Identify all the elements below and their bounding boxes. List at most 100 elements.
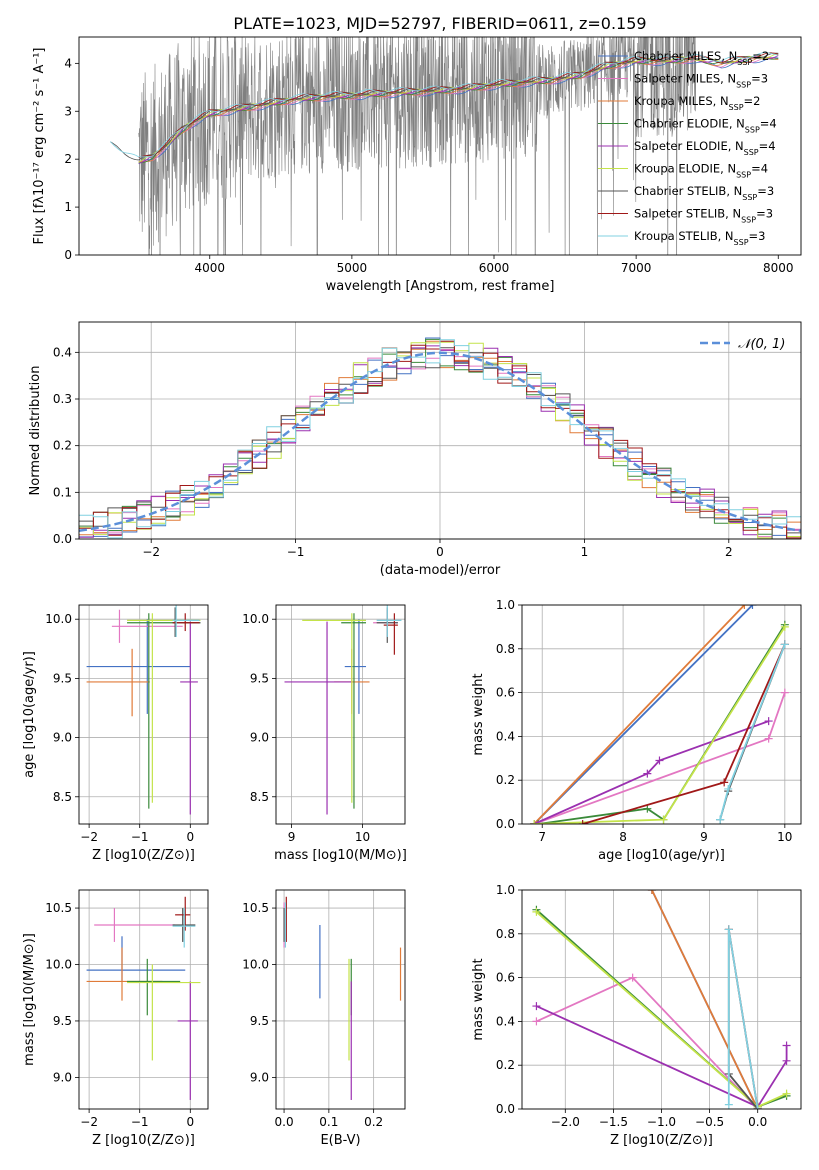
x-tick-label: −1 [131,830,149,844]
y-tick-label: 0.6 [496,686,515,700]
y-axis-label: mass weight [471,958,486,1040]
x-tick-label: −2.0 [551,1115,580,1129]
weight-marker-salpeter-elodie [643,769,652,778]
mass-weight-vs-age-panel: 7 8 9 10 0.0 0.2 0.4 0.6 0.8 1.0 age [log10(age/yr… [471,598,802,863]
spectrum-panel: 4000 5000 6000 7000 8000 0 1 2 3 4 wavelength [Ang… [32,36,802,294]
plot-area [284,605,402,815]
y-tick-label: 9.0 [53,731,72,745]
plot-area [530,605,789,824]
weight-marker-salpeter-stelib [720,778,729,787]
x-tick-label: 0 [436,545,444,559]
plot-area [86,896,201,1100]
plot-area [110,37,779,255]
weight-marker-salpeter-miles [780,688,789,697]
y-tick-label: 0.2 [496,1058,515,1072]
model-line-salpeter-elodie [138,55,779,164]
y-tick-label: 0.1 [53,485,72,499]
weight-marker-kroupa-stelib [724,784,733,793]
x-axis-label: wavelength [Angstrom, rest frame] [326,279,555,294]
y-tick-label: 9.0 [53,1070,72,1084]
spectrum-data-line [138,37,697,255]
x-tick-label: 2 [725,545,733,559]
x-tick-label: 6000 [479,261,510,275]
weight-marker-kroupa-elodie [782,1089,791,1098]
x-tick-label: −2 [80,830,98,844]
y-tick-label: 1.0 [496,883,515,897]
mass-weight-vs-metallicity-panel: −2.0 −1.5 −1.0 −0.5 0.0 0.0 0.2 0.4 0.6 0.8 1.0 Z [… [471,883,802,1148]
y-tick-label: 9.5 [53,671,72,685]
x-tick-label: 4000 [194,261,225,275]
axes-frame [78,889,209,1110]
x-tick-label: 0.1 [319,1115,338,1129]
x-tick-label: 5000 [337,261,368,275]
y-tick-label: 0.8 [496,642,515,656]
y-tick-label: 9.0 [250,1070,269,1084]
plot-area [79,337,801,539]
y-tick-label: 1.0 [496,598,515,612]
y-tick-label: 0.3 [53,392,72,406]
x-tick-label: 1 [581,545,589,559]
x-tick-label: 7 [538,830,546,844]
weight-marker-kroupa-stelib [753,1105,762,1109]
weight-marker-salpeter-elodie [782,1056,791,1065]
x-tick-label: 0.0 [748,1115,767,1129]
x-axis-label: E(B-V) [320,1133,360,1148]
age-vs-metallicity-panel: −2 −1 0 8.5 9.0 9.5 10.0 Z [log10(Z/Z⊙)] age [lo… [22,604,209,863]
y-tick-label: 3 [64,104,72,118]
y-axis-label: mass [log10(M/M⊙)] [22,933,37,1066]
y-tick-label: 2 [64,152,72,166]
weight-marker-kroupa-miles [740,605,749,609]
x-tick-label: −1.0 [647,1115,676,1129]
x-tick-label: 10 [355,830,370,844]
y-tick-label: 10.0 [45,958,72,972]
x-tick-label: −0.5 [695,1115,724,1129]
weight-line-salpeter-elodie [536,1005,788,1108]
weight-line-salpeter-miles [536,976,759,1109]
weight-marker-salpeter-miles [532,1017,541,1026]
y-tick-label: 9.0 [250,731,269,745]
weight-line-chabrier-miles [533,605,754,824]
y-tick-label: 0.8 [496,927,515,941]
plot-area [86,605,201,815]
weight-line-salpeter-stelib [582,644,786,824]
y-tick-label: 0.4 [496,1014,515,1028]
x-tick-label: 0 [186,1115,194,1129]
weight-line-kroupa-stelib [719,644,786,820]
y-tick-label: 10.5 [242,901,269,915]
x-tick-label: 0.2 [364,1115,383,1129]
y-tick-label: 0.0 [496,1102,515,1116]
weight-marker-salpeter-stelib [578,820,587,824]
y-tick-label: 0.4 [53,345,72,359]
plot-area [532,890,791,1109]
weight-marker-salpeter-elodie [532,1002,541,1011]
weight-line-chabrier-elodie [538,624,786,824]
x-axis-label: mass [log10(M/M⊙)] [274,848,407,863]
x-axis-label: age [log10(age/yr)] [598,848,725,863]
weight-marker-kroupa-miles [647,890,656,894]
x-axis-label: Z [log10(Z/Z⊙)] [610,1133,713,1148]
axes-frame [521,604,802,825]
weight-marker-salpeter-miles [628,973,637,982]
weight-marker-kroupa-stelib [716,815,725,824]
x-tick-label: −2 [80,1115,98,1129]
weight-marker-salpeter-miles [764,734,773,743]
x-axis-label: Z [log10(Z/Z⊙)] [92,1133,195,1148]
residual-histogram-panel: −2 −1 0 1 2 0.0 0.1 0.2 0.3 0.4 (data-model)/error… [28,321,802,578]
x-axis-label: (data-model)/error [380,563,501,578]
y-tick-label: 0.0 [53,532,72,546]
axes-frame [275,604,406,825]
weight-marker-kroupa-elodie [780,622,789,631]
x-tick-label: 8000 [763,261,794,275]
y-tick-label: 10.0 [242,958,269,972]
legend-entry: Salpeter MILES, NSSP=3 [634,72,768,90]
histogram-kroupa-stelib [79,339,801,539]
plot-area [283,896,402,1100]
y-tick-label: 9.5 [53,1014,72,1028]
model-line-salpeter-stelib [138,52,779,159]
legend-entry: Chabrier STELIB, NSSP=3 [634,184,774,202]
y-tick-label: 0.6 [496,971,515,985]
y-axis-label: Flux [fλ10⁻¹⁷ erg cm⁻² s⁻¹ A⁻¹] [32,48,47,245]
x-tick-label: 8 [619,830,627,844]
y-tick-label: 9.5 [250,671,269,685]
axes-frame [78,36,802,256]
